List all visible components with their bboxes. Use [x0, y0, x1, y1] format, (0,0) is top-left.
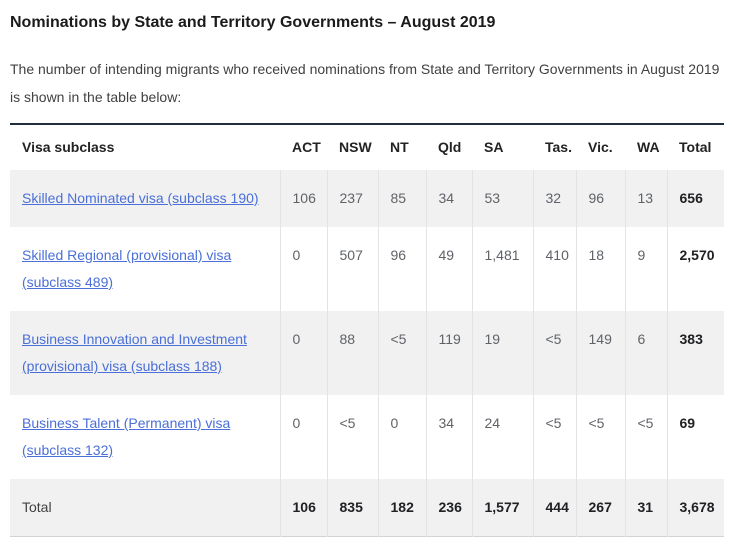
- value-cell-wa: 9: [624, 227, 667, 311]
- value-cell-total: 2,570: [666, 227, 724, 311]
- column-header-wa: WA: [637, 139, 660, 155]
- visa-subclass-cell: Business Talent (Permanent) visa (subcla…: [10, 395, 280, 479]
- value-cell-act: 0: [279, 311, 327, 395]
- table-row-subclass-132: Business Talent (Permanent) visa (subcla…: [10, 395, 724, 479]
- value-cell-sa: 24: [471, 395, 533, 479]
- table-row-subclass-190: Skilled Nominated visa (subclass 190) 10…: [10, 170, 724, 227]
- value-cell-qld: 49: [425, 227, 472, 311]
- intro-paragraph: The number of intending migrants who rec…: [10, 61, 720, 105]
- column-header-tas: Tas.: [545, 139, 572, 155]
- column-header-sa: SA: [484, 139, 504, 155]
- header-row: Visa subclass ACT NSW NT Qld SA Tas. Vic…: [10, 124, 724, 170]
- value-cell-wa: 6: [624, 311, 667, 395]
- value-cell-vic: 18: [575, 227, 625, 311]
- value-cell-wa: <5: [624, 395, 667, 479]
- total-cell-grand-total: 3,678: [666, 479, 724, 537]
- total-cell-act: 106: [279, 479, 327, 537]
- value-cell-nsw: 88: [326, 311, 378, 395]
- value-cell-tas: <5: [532, 395, 576, 479]
- column-header-total: Total: [679, 139, 712, 155]
- visa-subclass-link-188[interactable]: Business Innovation and Investment (prov…: [22, 331, 247, 374]
- total-label-cell: Total: [22, 499, 52, 515]
- value-cell-nt: 96: [377, 227, 426, 311]
- value-cell-vic: <5: [575, 395, 625, 479]
- value-cell-sa: 53: [471, 170, 533, 227]
- value-cell-qld: 34: [425, 170, 472, 227]
- value-cell-tas: 32: [532, 170, 576, 227]
- value-cell-qld: 34: [425, 395, 472, 479]
- value-cell-vic: 96: [575, 170, 625, 227]
- value-cell-act: 106: [279, 170, 327, 227]
- total-cell-vic: 267: [575, 479, 625, 537]
- value-cell-nsw: 237: [326, 170, 378, 227]
- value-cell-sa: 19: [471, 311, 533, 395]
- column-header-qld: Qld: [438, 139, 462, 155]
- value-cell-sa: 1,481: [471, 227, 533, 311]
- visa-subclass-link-190[interactable]: Skilled Nominated visa (subclass 190): [22, 190, 259, 206]
- value-cell-tas: 410: [532, 227, 576, 311]
- column-header-visa-subclass: Visa subclass: [22, 139, 115, 155]
- table-row-subclass-188: Business Innovation and Investment (prov…: [10, 311, 724, 395]
- value-cell-nsw: <5: [326, 395, 378, 479]
- total-cell-sa: 1,577: [471, 479, 533, 537]
- table-row-subclass-489: Skilled Regional (provisional) visa (sub…: [10, 227, 724, 311]
- value-cell-vic: 149: [575, 311, 625, 395]
- nominations-table: Visa subclass ACT NSW NT Qld SA Tas. Vic…: [10, 123, 724, 537]
- visa-subclass-cell: Skilled Nominated visa (subclass 190): [10, 170, 280, 227]
- value-cell-tas: <5: [532, 311, 576, 395]
- value-cell-nt: 0: [377, 395, 426, 479]
- visa-subclass-link-132[interactable]: Business Talent (Permanent) visa (subcla…: [22, 415, 231, 458]
- total-row: Total 106 835 182 236 1,577 444 267 31 3…: [10, 479, 724, 537]
- total-cell-qld: 236: [425, 479, 472, 537]
- value-cell-qld: 119: [425, 311, 472, 395]
- visa-subclass-cell: Business Innovation and Investment (prov…: [10, 311, 280, 395]
- value-cell-nt: <5: [377, 311, 426, 395]
- value-cell-act: 0: [279, 395, 327, 479]
- visa-subclass-link-489[interactable]: Skilled Regional (provisional) visa (sub…: [22, 247, 232, 290]
- column-header-nt: NT: [390, 139, 409, 155]
- total-cell-wa: 31: [624, 479, 667, 537]
- value-cell-wa: 13: [624, 170, 667, 227]
- value-cell-total: 656: [666, 170, 724, 227]
- value-cell-nsw: 507: [326, 227, 378, 311]
- page-title: Nominations by State and Territory Gover…: [10, 14, 496, 31]
- column-header-act: ACT: [292, 139, 321, 155]
- value-cell-act: 0: [279, 227, 327, 311]
- total-cell-tas: 444: [532, 479, 576, 537]
- column-header-nsw: NSW: [339, 139, 372, 155]
- value-cell-nt: 85: [377, 170, 426, 227]
- value-cell-total: 69: [666, 395, 724, 479]
- visa-subclass-cell: Skilled Regional (provisional) visa (sub…: [10, 227, 280, 311]
- total-cell-nsw: 835: [326, 479, 378, 537]
- total-cell-nt: 182: [377, 479, 426, 537]
- column-header-vic: Vic.: [588, 139, 613, 155]
- value-cell-total: 383: [666, 311, 724, 395]
